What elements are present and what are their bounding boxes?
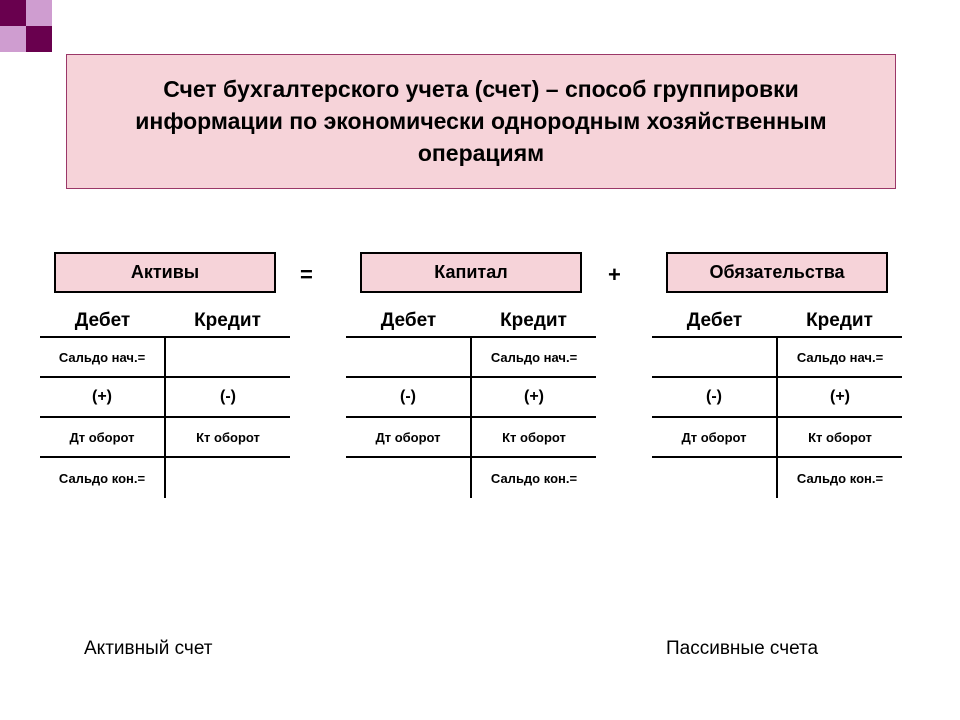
t-account-capital: Дебет Кредит (-) Дт оборот Сальдо нач.= … [346, 306, 596, 498]
label-capital: Капитал [360, 252, 582, 293]
cell-sign: (+) [472, 378, 596, 418]
cell-kt-oborot: Кт оборот [166, 418, 290, 458]
header-credit: Кредит [471, 306, 596, 336]
header-debit: Дебет [346, 306, 471, 336]
cell-blank [166, 458, 290, 498]
deco-sq-4 [26, 26, 52, 52]
label-assets: Активы [54, 252, 276, 293]
cell-sign: (+) [778, 378, 902, 418]
cell-saldo-nach: Сальдо нач.= [40, 338, 164, 378]
cell-blank [652, 458, 776, 498]
label-liabilities: Обязательства [666, 252, 888, 293]
col-debit: (-) Дт оборот [652, 338, 778, 498]
deco-sq-1 [0, 0, 26, 26]
t-body: (-) Дт оборот Сальдо нач.= (+) Кт оборот… [346, 336, 596, 498]
cell-dt-oborot: Дт оборот [40, 418, 164, 458]
cell-saldo-kon: Сальдо кон.= [40, 458, 164, 498]
t-body: Сальдо нач.= (+) Дт оборот Сальдо кон.= … [40, 336, 290, 498]
footer-active-account: Активный счет [84, 638, 212, 660]
t-account-assets: Дебет Кредит Сальдо нач.= (+) Дт оборот … [40, 306, 290, 498]
cell-blank [652, 338, 776, 378]
cell-sign: (-) [346, 378, 470, 418]
header-debit: Дебет [652, 306, 777, 336]
header-debit: Дебет [40, 306, 165, 336]
cell-kt-oborot: Кт оборот [472, 418, 596, 458]
col-credit: (-) Кт оборот [166, 338, 290, 498]
cell-sign: (-) [652, 378, 776, 418]
operator-plus: + [608, 262, 621, 288]
col-credit: Сальдо нач.= (+) Кт оборот Сальдо кон.= [778, 338, 902, 498]
header-credit: Кредит [165, 306, 290, 336]
cell-sign: (-) [166, 378, 290, 418]
t-header: Дебет Кредит [346, 306, 596, 336]
cell-kt-oborot: Кт оборот [778, 418, 902, 458]
cell-saldo-kon: Сальдо кон.= [472, 458, 596, 498]
footer-passive-accounts: Пассивные счета [666, 638, 818, 660]
cell-dt-oborot: Дт оборот [346, 418, 470, 458]
cell-blank [346, 458, 470, 498]
definition-title: Счет бухгалтерского учета (счет) – спосо… [66, 54, 896, 189]
cell-blank [346, 338, 470, 378]
cell-saldo-nach: Сальдо нач.= [472, 338, 596, 378]
col-debit: Сальдо нач.= (+) Дт оборот Сальдо кон.= [40, 338, 166, 498]
t-header: Дебет Кредит [652, 306, 902, 336]
cell-saldo-kon: Сальдо кон.= [778, 458, 902, 498]
col-debit: (-) Дт оборот [346, 338, 472, 498]
deco-sq-2 [26, 0, 52, 26]
col-credit: Сальдо нач.= (+) Кт оборот Сальдо кон.= [472, 338, 596, 498]
cell-saldo-nach: Сальдо нач.= [778, 338, 902, 378]
cell-dt-oborot: Дт оборот [652, 418, 776, 458]
header-credit: Кредит [777, 306, 902, 336]
deco-sq-3 [0, 26, 26, 52]
t-account-liabilities: Дебет Кредит (-) Дт оборот Сальдо нач.= … [652, 306, 902, 498]
t-body: (-) Дт оборот Сальдо нач.= (+) Кт оборот… [652, 336, 902, 498]
t-header: Дебет Кредит [40, 306, 290, 336]
cell-blank [166, 338, 290, 378]
operator-equals: = [300, 262, 313, 288]
cell-sign: (+) [40, 378, 164, 418]
